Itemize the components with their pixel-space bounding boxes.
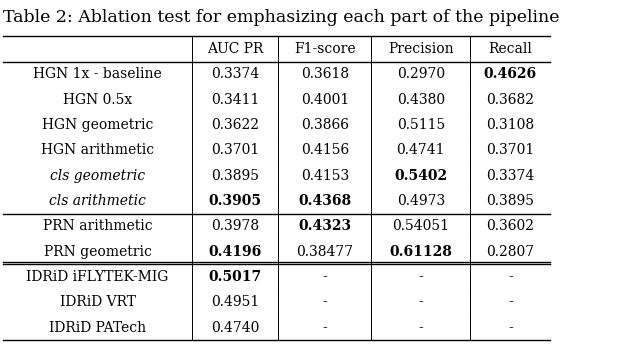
Text: 0.4196: 0.4196 <box>209 245 262 259</box>
Text: HGN arithmetic: HGN arithmetic <box>41 143 154 158</box>
Text: 0.3682: 0.3682 <box>486 93 534 107</box>
Text: 0.3108: 0.3108 <box>486 118 534 132</box>
Text: 0.3895: 0.3895 <box>211 169 259 183</box>
Text: F1-score: F1-score <box>294 42 356 56</box>
Text: 0.4001: 0.4001 <box>301 93 349 107</box>
Text: 0.4323: 0.4323 <box>298 219 351 234</box>
Text: 0.3701: 0.3701 <box>211 143 259 158</box>
Text: 0.4951: 0.4951 <box>211 295 259 310</box>
Text: -: - <box>419 321 423 335</box>
Text: HGN 0.5x: HGN 0.5x <box>63 93 132 107</box>
Text: 0.61128: 0.61128 <box>389 245 452 259</box>
Text: IDRiD iFLYTEK-MIG: IDRiD iFLYTEK-MIG <box>26 270 169 284</box>
Text: 0.5017: 0.5017 <box>209 270 262 284</box>
Text: IDRiD VRT: IDRiD VRT <box>60 295 136 310</box>
Text: 0.3905: 0.3905 <box>209 194 262 208</box>
Text: 0.2970: 0.2970 <box>397 67 445 82</box>
Text: 0.3701: 0.3701 <box>486 143 534 158</box>
Text: 0.3895: 0.3895 <box>486 194 534 208</box>
Text: -: - <box>508 321 513 335</box>
Text: 0.4368: 0.4368 <box>298 194 351 208</box>
Text: -: - <box>323 295 327 310</box>
Text: -: - <box>419 270 423 284</box>
Text: 0.4153: 0.4153 <box>301 169 349 183</box>
Text: -: - <box>508 295 513 310</box>
Text: 0.5402: 0.5402 <box>394 169 447 183</box>
Text: 0.4741: 0.4741 <box>397 143 445 158</box>
Text: 0.3602: 0.3602 <box>486 219 534 234</box>
Text: PRN arithmetic: PRN arithmetic <box>43 219 152 234</box>
Text: 0.5115: 0.5115 <box>397 118 445 132</box>
Text: 0.3374: 0.3374 <box>211 67 259 82</box>
Text: 0.4626: 0.4626 <box>484 67 537 82</box>
Text: 0.4973: 0.4973 <box>397 194 445 208</box>
Text: 0.4740: 0.4740 <box>211 321 259 335</box>
Text: 0.3374: 0.3374 <box>486 169 534 183</box>
Text: HGN geometric: HGN geometric <box>42 118 154 132</box>
Text: -: - <box>323 270 327 284</box>
Text: 0.3618: 0.3618 <box>301 67 349 82</box>
Text: 0.3866: 0.3866 <box>301 118 349 132</box>
Text: cls arithmetic: cls arithmetic <box>49 194 146 208</box>
Text: 0.3978: 0.3978 <box>211 219 259 234</box>
Text: -: - <box>419 295 423 310</box>
Text: 0.54051: 0.54051 <box>392 219 449 234</box>
Text: cls geometric: cls geometric <box>50 169 145 183</box>
Text: Recall: Recall <box>488 42 532 56</box>
Text: Precision: Precision <box>388 42 454 56</box>
Text: 0.4380: 0.4380 <box>397 93 445 107</box>
Text: -: - <box>323 321 327 335</box>
Text: IDRiD PATech: IDRiD PATech <box>49 321 146 335</box>
Text: 0.4156: 0.4156 <box>301 143 349 158</box>
Text: 0.3622: 0.3622 <box>211 118 259 132</box>
Text: -: - <box>508 270 513 284</box>
Text: 0.3411: 0.3411 <box>211 93 259 107</box>
Text: 0.38477: 0.38477 <box>296 245 353 259</box>
Text: AUC PR: AUC PR <box>207 42 264 56</box>
Text: PRN geometric: PRN geometric <box>44 245 152 259</box>
Text: 0.2807: 0.2807 <box>486 245 534 259</box>
Text: Table 2: Ablation test for emphasizing each part of the pipeline: Table 2: Ablation test for emphasizing e… <box>3 9 560 26</box>
Text: HGN 1x - baseline: HGN 1x - baseline <box>33 67 162 82</box>
